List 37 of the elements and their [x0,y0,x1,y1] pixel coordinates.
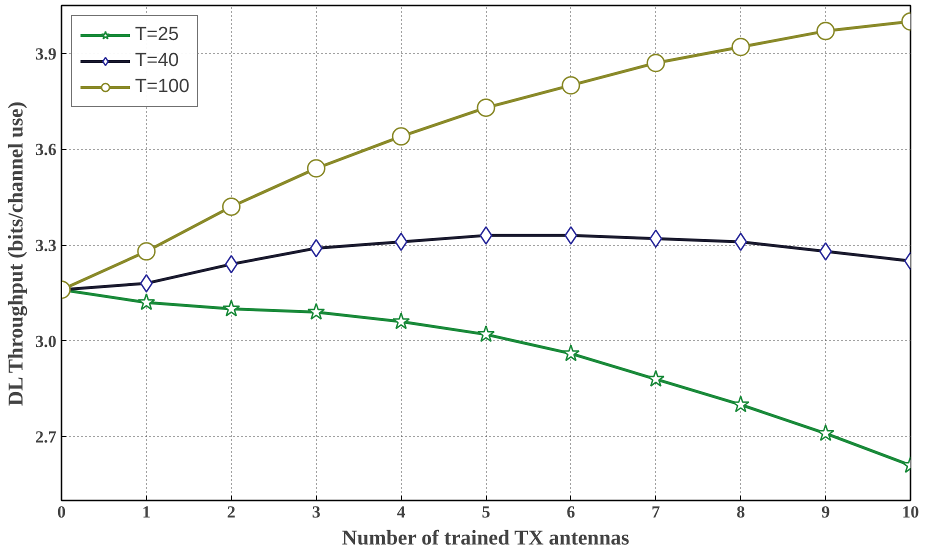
legend-label: T=100 [135,76,190,98]
x-tick-label: 10 [902,502,919,522]
point [137,242,156,261]
x-tick-label: 3 [312,502,320,522]
y-tick-label: 2.7 [35,428,57,447]
y-tick-label: 3.6 [35,140,56,160]
y-tick-label: 3.9 [35,44,56,64]
x-axis-title: Number of trained TX antennas [342,526,630,550]
point [222,300,240,317]
point [562,76,580,95]
point [138,293,156,310]
x-tick-label: 6 [566,502,576,522]
point [731,38,750,56]
y-axis-title: DL Throughput (bits/channel use) [3,102,28,406]
x-tick-label: 0 [57,502,66,522]
point [306,159,326,178]
point [392,127,410,146]
point [222,197,241,216]
point [476,98,496,117]
x-tick-label: 9 [821,502,830,522]
point [392,312,410,330]
x-tick-label: 8 [736,502,745,522]
y-tick-label: 3.3 [35,236,56,256]
point [562,344,580,362]
point [816,22,835,40]
x-tick-label: 2 [227,502,236,522]
point [816,424,834,442]
legend-label: T=40 [135,50,179,72]
x-tick-label: 1 [142,502,151,522]
point [477,325,495,342]
x-tick-label: 4 [396,502,406,522]
legend-label: T=25 [135,24,179,46]
x-tick-label: 5 [482,502,490,522]
y-tick-label: 3.0 [35,332,56,351]
point [307,302,326,320]
point [646,54,666,72]
x-tick-label: 7 [652,502,661,522]
